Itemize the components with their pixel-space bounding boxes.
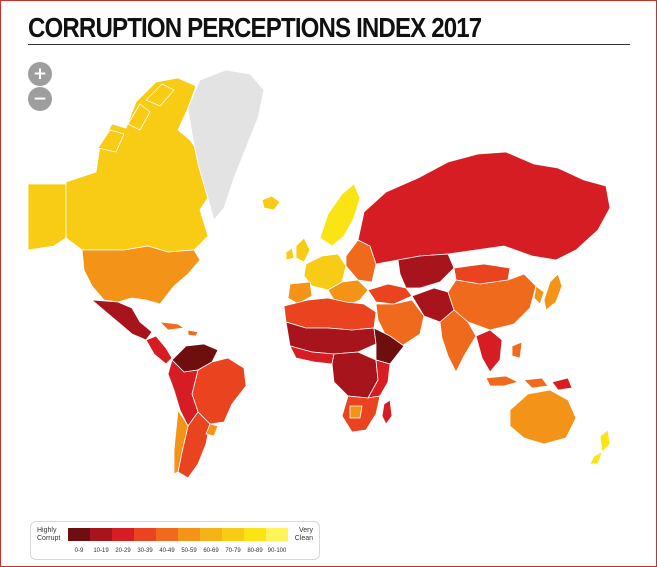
zoom-in-button[interactable]: + <box>28 62 52 86</box>
region-india[interactable] <box>439 309 477 373</box>
legend-tick-label: 80-89 <box>247 548 263 554</box>
legend-tick-label: 60-69 <box>203 548 219 554</box>
region-united-states[interactable] <box>81 245 201 305</box>
legend-tick-label: 50-59 <box>181 548 197 554</box>
region-botswana[interactable] <box>349 405 363 419</box>
region-japan[interactable] <box>543 273 563 311</box>
title-divider <box>28 44 630 45</box>
region-uk-ireland[interactable] <box>285 237 311 263</box>
legend-high-line-2: Clean <box>294 535 313 542</box>
region-russia[interactable] <box>357 151 611 265</box>
legend-tick-labels: 0-9 10-19 20-29 30-39 40-49 50-59 60-69 70-79 80… <box>68 548 288 554</box>
legend-swatch <box>68 528 90 541</box>
legend-swatch <box>112 528 134 541</box>
zoom-out-button[interactable]: − <box>28 87 52 111</box>
legend-low-line-2: Corrupt <box>37 535 61 542</box>
map-legend: Highly Corrupt Very Clean 0-9 10-19 20-29 3… <box>30 521 320 560</box>
region-papua-new-guinea[interactable] <box>551 377 573 391</box>
legend-swatch <box>244 528 266 541</box>
region-australia[interactable] <box>509 389 577 445</box>
region-uruguay[interactable] <box>205 423 219 437</box>
region-korea[interactable] <box>533 285 545 305</box>
legend-swatch <box>134 528 156 541</box>
legend-swatch <box>200 528 222 541</box>
legend-tick-label: 90-100 <box>267 548 287 554</box>
region-alaska[interactable] <box>28 183 67 251</box>
legend-swatch <box>178 528 200 541</box>
legend-tick-label: 30-39 <box>137 548 153 554</box>
legend-swatch <box>90 528 112 541</box>
region-iceland[interactable] <box>261 195 281 211</box>
legend-tick-label: 0-9 <box>74 548 84 554</box>
region-madagascar[interactable] <box>381 399 393 425</box>
region-indonesia[interactable] <box>485 341 549 389</box>
legend-tick-label: 10-19 <box>93 548 109 554</box>
region-central-asia[interactable] <box>397 253 455 289</box>
region-central-america[interactable] <box>145 335 173 365</box>
legend-low-line-1: Highly <box>37 527 57 534</box>
legend-swatch <box>156 528 178 541</box>
region-mexico[interactable] <box>91 299 153 341</box>
legend-tick-label: 70-79 <box>225 548 241 554</box>
legend-high-line-1: Very <box>298 527 313 534</box>
legend-swatch <box>222 528 244 541</box>
region-arctic-islands[interactable] <box>97 83 175 153</box>
legend-color-scale <box>68 528 288 541</box>
region-central-africa[interactable] <box>331 351 379 399</box>
region-caribbean[interactable] <box>159 321 199 337</box>
region-southeast-asia[interactable] <box>475 329 503 373</box>
world-map[interactable] <box>28 60 630 490</box>
legend-tick-label: 20-29 <box>115 548 131 554</box>
region-greenland[interactable] <box>187 69 265 221</box>
region-iberia[interactable] <box>287 281 313 305</box>
page-title: CORRUPTION PERCEPTIONS INDEX 2017 <box>28 12 482 43</box>
legend-high-label: Very Clean <box>295 527 313 543</box>
region-new-zealand[interactable] <box>589 429 611 465</box>
legend-swatch <box>266 528 288 541</box>
legend-tick-label: 40-49 <box>159 548 175 554</box>
legend-low-label: Highly Corrupt <box>37 527 60 543</box>
region-middle-east[interactable] <box>375 299 425 347</box>
region-chile[interactable] <box>173 409 189 475</box>
region-scandinavia[interactable] <box>319 183 361 247</box>
